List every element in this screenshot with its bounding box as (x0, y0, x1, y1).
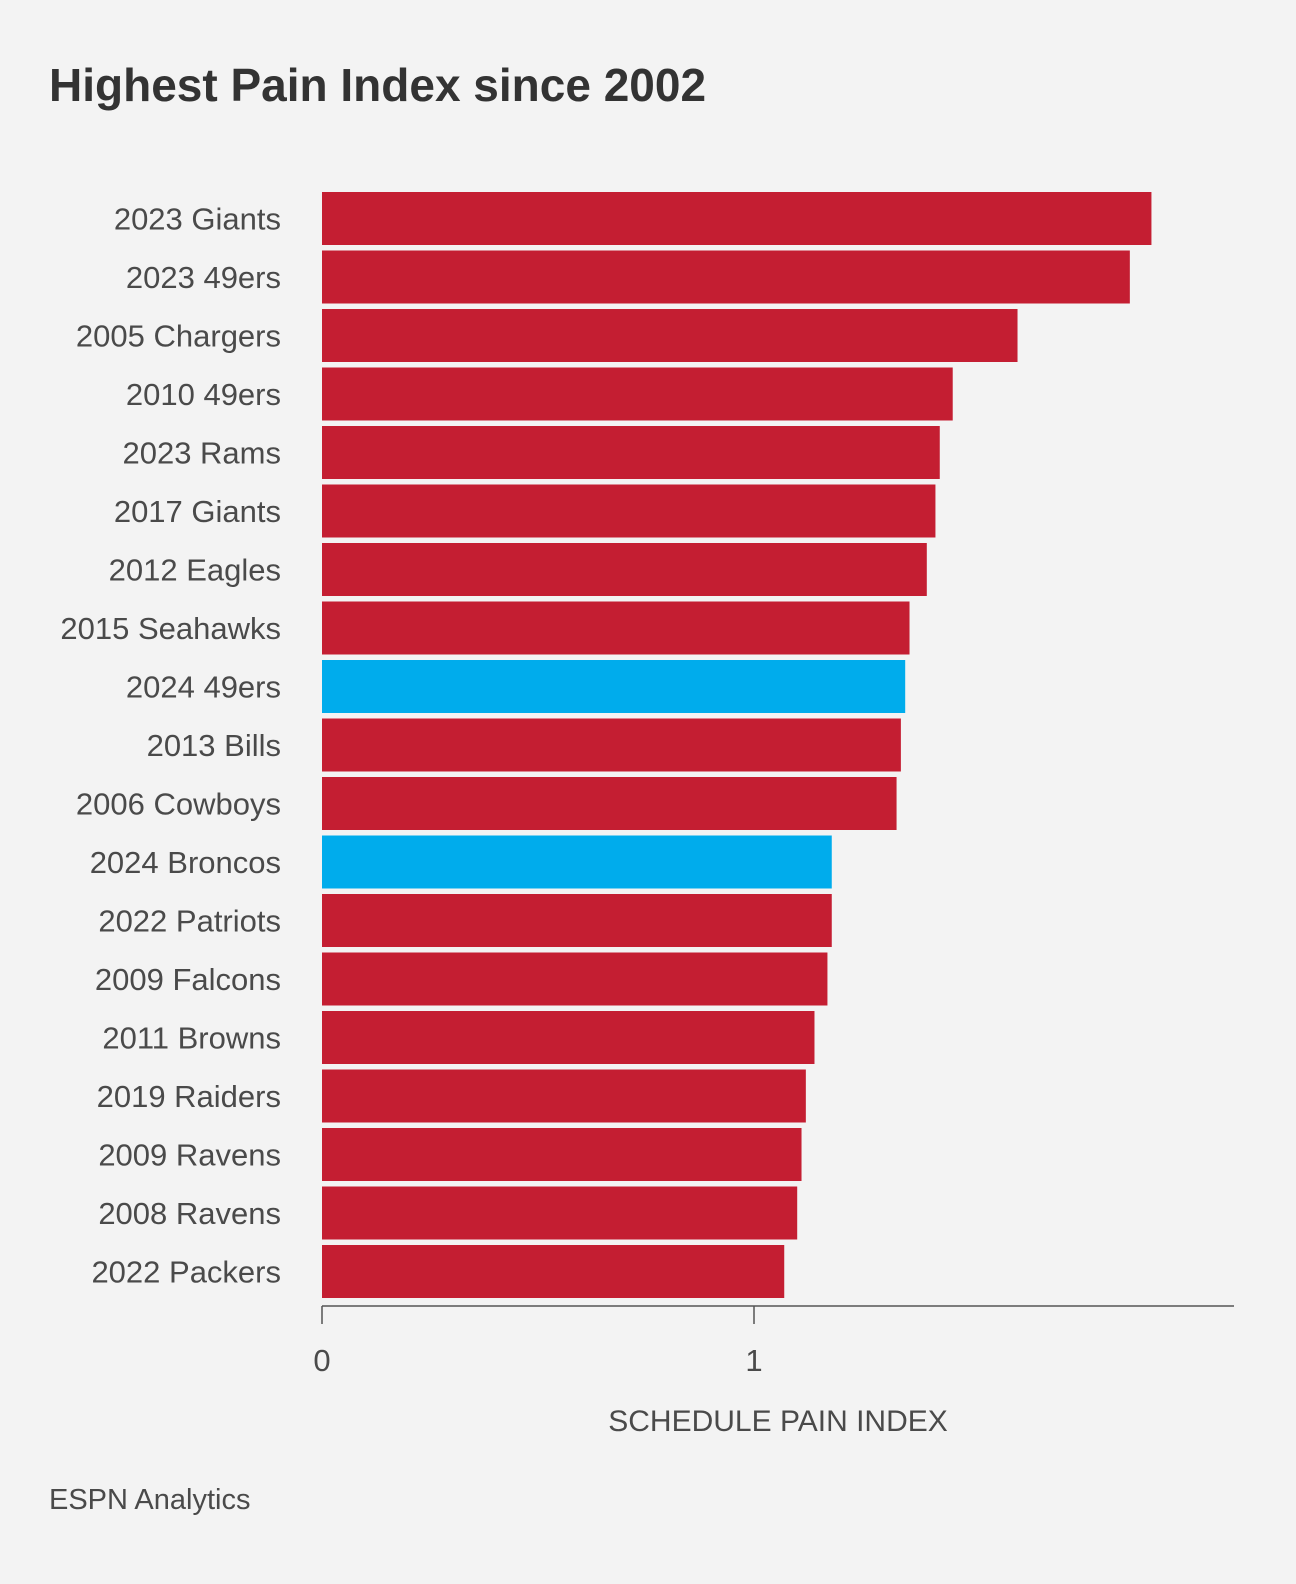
chart-title: Highest Pain Index since 2002 (49, 59, 707, 111)
x-tick-label: 0 (313, 1343, 330, 1378)
x-axis-title: SCHEDULE PAIN INDEX (608, 1405, 948, 1438)
category-label-2012-eagles: 2012 Eagles (109, 553, 281, 588)
category-label-2009-falcons: 2009 Falcons (95, 962, 281, 997)
bar-2010-49ers (322, 367, 953, 421)
category-label-2011-browns: 2011 Browns (102, 1021, 281, 1056)
bar-2019-raiders (322, 1069, 806, 1123)
category-label-2015-seahawks: 2015 Seahawks (60, 611, 281, 646)
bar-2024-49ers (322, 660, 906, 713)
bar-2008-ravens (322, 1186, 798, 1240)
category-label-2023-49ers: 2023 49ers (126, 260, 281, 295)
bar-2011-browns (322, 1011, 815, 1064)
category-label-2024-49ers: 2024 49ers (126, 670, 281, 705)
category-label-2010-49ers: 2010 49ers (126, 377, 281, 412)
bar-2022-patriots (322, 894, 832, 947)
category-label-2022-packers: 2022 Packers (91, 1255, 281, 1290)
bar-2024-broncos (322, 835, 832, 889)
bar-2006-cowboys (322, 777, 897, 830)
bar-2013-bills (322, 718, 901, 772)
category-label-2023-rams: 2023 Rams (122, 436, 281, 471)
bar-2022-packers (322, 1245, 785, 1298)
x-tick-label: 1 (745, 1343, 762, 1378)
category-label-2005-chargers: 2005 Chargers (76, 319, 281, 354)
category-label-2013-bills: 2013 Bills (147, 728, 281, 763)
category-label-2008-ravens: 2008 Ravens (98, 1196, 281, 1231)
category-label-2019-raiders: 2019 Raiders (97, 1079, 281, 1114)
bar-2012-eagles (322, 543, 927, 596)
category-label-2006-cowboys: 2006 Cowboys (76, 787, 281, 822)
category-label-2009-ravens: 2009 Ravens (98, 1138, 281, 1173)
bar-2017-giants (322, 484, 936, 538)
bar-2023-49ers (322, 250, 1130, 304)
category-label-2023-giants: 2023 Giants (114, 202, 281, 237)
bars-group (322, 192, 1152, 1298)
bar-2015-seahawks (322, 601, 910, 655)
source-credit: ESPN Analytics (49, 1484, 251, 1516)
category-label-2017-giants: 2017 Giants (114, 494, 281, 529)
category-label-2024-broncos: 2024 Broncos (90, 845, 281, 880)
bar-2023-rams (322, 426, 940, 479)
bar-2009-ravens (322, 1128, 802, 1181)
bar-2023-giants (322, 192, 1152, 245)
category-label-2022-patriots: 2022 Patriots (98, 904, 281, 939)
bar-2005-chargers (322, 309, 1018, 362)
bar-2009-falcons (322, 952, 828, 1006)
category-labels-group: 2023 Giants 2023 49ers 2005 Chargers 2010 4… (60, 202, 281, 1290)
